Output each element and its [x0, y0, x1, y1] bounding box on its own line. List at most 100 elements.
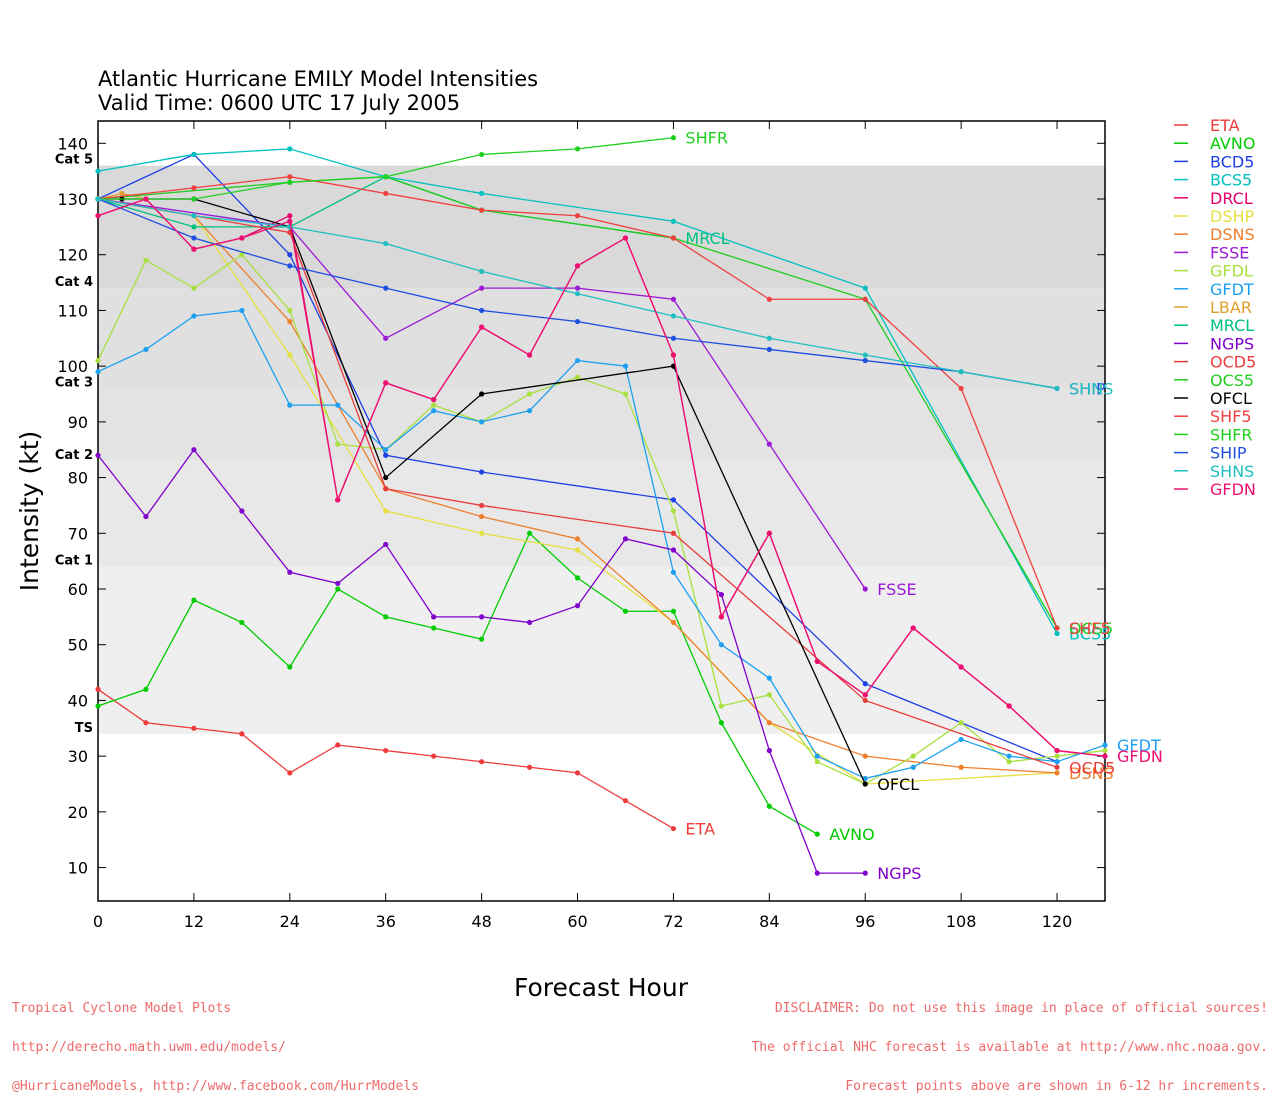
data-point: [526, 764, 533, 770]
category-band: [98, 460, 1105, 567]
y-tick-label: 140: [57, 134, 88, 153]
y-tick-label: 110: [57, 301, 88, 320]
data-point: [766, 530, 772, 536]
legend-entry: DRCL: [1210, 189, 1253, 208]
data-point: [1006, 759, 1012, 765]
data-point: [143, 257, 149, 263]
data-point: [287, 179, 293, 185]
data-point: [287, 307, 293, 314]
data-point: [383, 541, 389, 548]
data-point: [383, 486, 389, 492]
legend-entry: LBAR: [1210, 298, 1252, 317]
data-point: [287, 146, 293, 152]
data-point: [383, 240, 389, 247]
data-point: [958, 385, 964, 392]
data-point: [574, 536, 581, 542]
data-point: [383, 335, 389, 341]
footer-disclaimer-line: Forecast points above are shown in 6-12 …: [845, 1079, 1268, 1094]
data-point: [670, 825, 677, 832]
x-tick-label: 48: [471, 912, 491, 931]
data-point: [95, 196, 101, 202]
data-point: [191, 725, 197, 731]
data-point: [526, 408, 533, 414]
data-point: [431, 402, 437, 408]
data-point: [670, 135, 677, 141]
data-point: [574, 770, 581, 776]
data-point: [766, 441, 772, 447]
x-tick-label: 108: [946, 912, 977, 931]
data-point: [718, 642, 724, 648]
category-band: [98, 288, 1105, 389]
data-point: [479, 636, 485, 642]
series-line-gfdn: [97, 198, 1106, 757]
legend: ETAAVNOBCD5BCS5DRCLDSHPDSNSFSSEGFDLGFDTL…: [1174, 116, 1256, 499]
legend-entry: AVNO: [1210, 134, 1255, 153]
x-axis-ticks: 0 12 24 36 48 60 72 84 96 108 120: [93, 121, 1072, 931]
data-point: [670, 497, 677, 503]
data-point: [958, 664, 964, 670]
data-point: [670, 296, 677, 302]
y-tick-label: 90: [68, 413, 88, 432]
data-point: [287, 252, 293, 258]
data-point: [814, 753, 820, 759]
data-point: [287, 318, 293, 325]
y-tick-label: 10: [68, 859, 88, 878]
legend-entry: GFDT: [1210, 280, 1254, 299]
data-point: [574, 213, 581, 219]
data-point: [95, 686, 101, 692]
data-point: [958, 369, 964, 375]
data-point: [191, 151, 197, 158]
data-point: [862, 681, 868, 687]
data-point: [862, 692, 868, 698]
data-point: [574, 318, 581, 325]
data-point: [862, 296, 868, 302]
data-point: [287, 569, 293, 575]
data-point: [191, 285, 197, 291]
series-line-fsse: [97, 198, 866, 590]
data-point: [670, 313, 677, 319]
data-point: [718, 720, 724, 726]
data-point: [479, 190, 485, 197]
data-point: [1054, 753, 1060, 759]
footer-left-line: @HurricaneModels, http://www.facebook.co…: [12, 1079, 419, 1094]
data-point: [191, 597, 197, 603]
data-point: [766, 803, 772, 809]
data-point: [670, 218, 677, 224]
y-tick-label: 30: [68, 747, 88, 766]
series-gfdt: [95, 307, 1108, 782]
data-point: [479, 530, 485, 536]
series-line-avno: [97, 532, 818, 835]
series-line-gfdl: [97, 253, 1106, 785]
data-point: [431, 753, 437, 759]
data-point: [622, 235, 629, 241]
data-point: [239, 508, 245, 514]
series-bcs5: [95, 146, 1060, 637]
data-point: [862, 352, 868, 358]
data-point: [670, 547, 677, 553]
legend-entry: GFDL: [1210, 262, 1253, 281]
data-point: [1054, 770, 1060, 776]
data-point: [718, 703, 724, 709]
data-point: [383, 474, 389, 481]
data-point: [670, 235, 677, 241]
data-point: [1102, 742, 1108, 748]
data-point: [335, 402, 341, 408]
data-point: [766, 675, 772, 681]
end-label-ngps: NGPS: [877, 864, 921, 883]
legend-entry: SHF5: [1210, 407, 1252, 426]
y-tick-label: 60: [68, 580, 88, 599]
data-point: [1102, 753, 1108, 759]
data-point: [574, 603, 581, 609]
data-point: [622, 798, 629, 804]
data-point: [574, 263, 581, 269]
data-point: [814, 759, 820, 765]
data-point: [191, 235, 197, 241]
data-point: [287, 218, 293, 224]
data-point: [479, 151, 485, 158]
series-avno: [95, 530, 820, 837]
data-point: [622, 608, 629, 614]
category-band: [98, 566, 1105, 734]
data-point: [1054, 385, 1060, 392]
data-point: [670, 508, 677, 514]
data-point: [1054, 759, 1060, 765]
